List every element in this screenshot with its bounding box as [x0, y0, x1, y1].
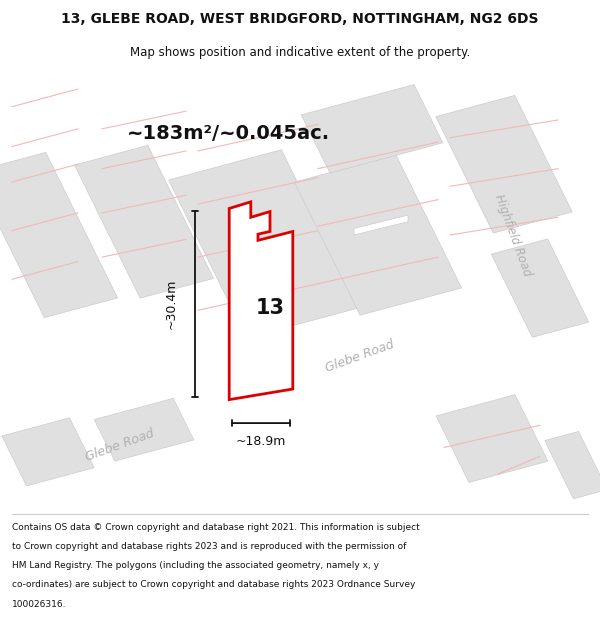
Polygon shape: [2, 418, 94, 486]
Text: 100026316.: 100026316.: [12, 599, 67, 609]
Text: Glebe Road: Glebe Road: [84, 427, 156, 464]
Polygon shape: [94, 398, 194, 461]
Text: ~18.9m: ~18.9m: [236, 435, 286, 448]
Text: to Crown copyright and database rights 2023 and is reproduced with the permissio: to Crown copyright and database rights 2…: [12, 542, 406, 551]
Polygon shape: [354, 215, 408, 235]
Text: Highfield Road: Highfield Road: [492, 192, 534, 278]
Polygon shape: [169, 150, 359, 338]
Text: 13, GLEBE ROAD, WEST BRIDGFORD, NOTTINGHAM, NG2 6DS: 13, GLEBE ROAD, WEST BRIDGFORD, NOTTINGH…: [61, 12, 539, 26]
Text: 13: 13: [256, 298, 284, 318]
Polygon shape: [229, 202, 293, 399]
Polygon shape: [301, 84, 443, 173]
Text: Contains OS data © Crown copyright and database right 2021. This information is : Contains OS data © Crown copyright and d…: [12, 523, 420, 532]
Polygon shape: [0, 152, 118, 318]
Text: Map shows position and indicative extent of the property.: Map shows position and indicative extent…: [130, 46, 470, 59]
Text: ~30.4m: ~30.4m: [164, 279, 178, 329]
Polygon shape: [491, 239, 589, 338]
Text: Glebe Road: Glebe Road: [324, 338, 396, 375]
Polygon shape: [436, 395, 548, 482]
Text: HM Land Registry. The polygons (including the associated geometry, namely x, y: HM Land Registry. The polygons (includin…: [12, 561, 379, 571]
Text: ~183m²/~0.045ac.: ~183m²/~0.045ac.: [127, 124, 329, 142]
Text: co-ordinates) are subject to Crown copyright and database rights 2023 Ordnance S: co-ordinates) are subject to Crown copyr…: [12, 581, 415, 589]
Polygon shape: [295, 155, 461, 315]
Polygon shape: [545, 431, 600, 499]
Polygon shape: [436, 96, 572, 233]
Polygon shape: [74, 146, 214, 298]
